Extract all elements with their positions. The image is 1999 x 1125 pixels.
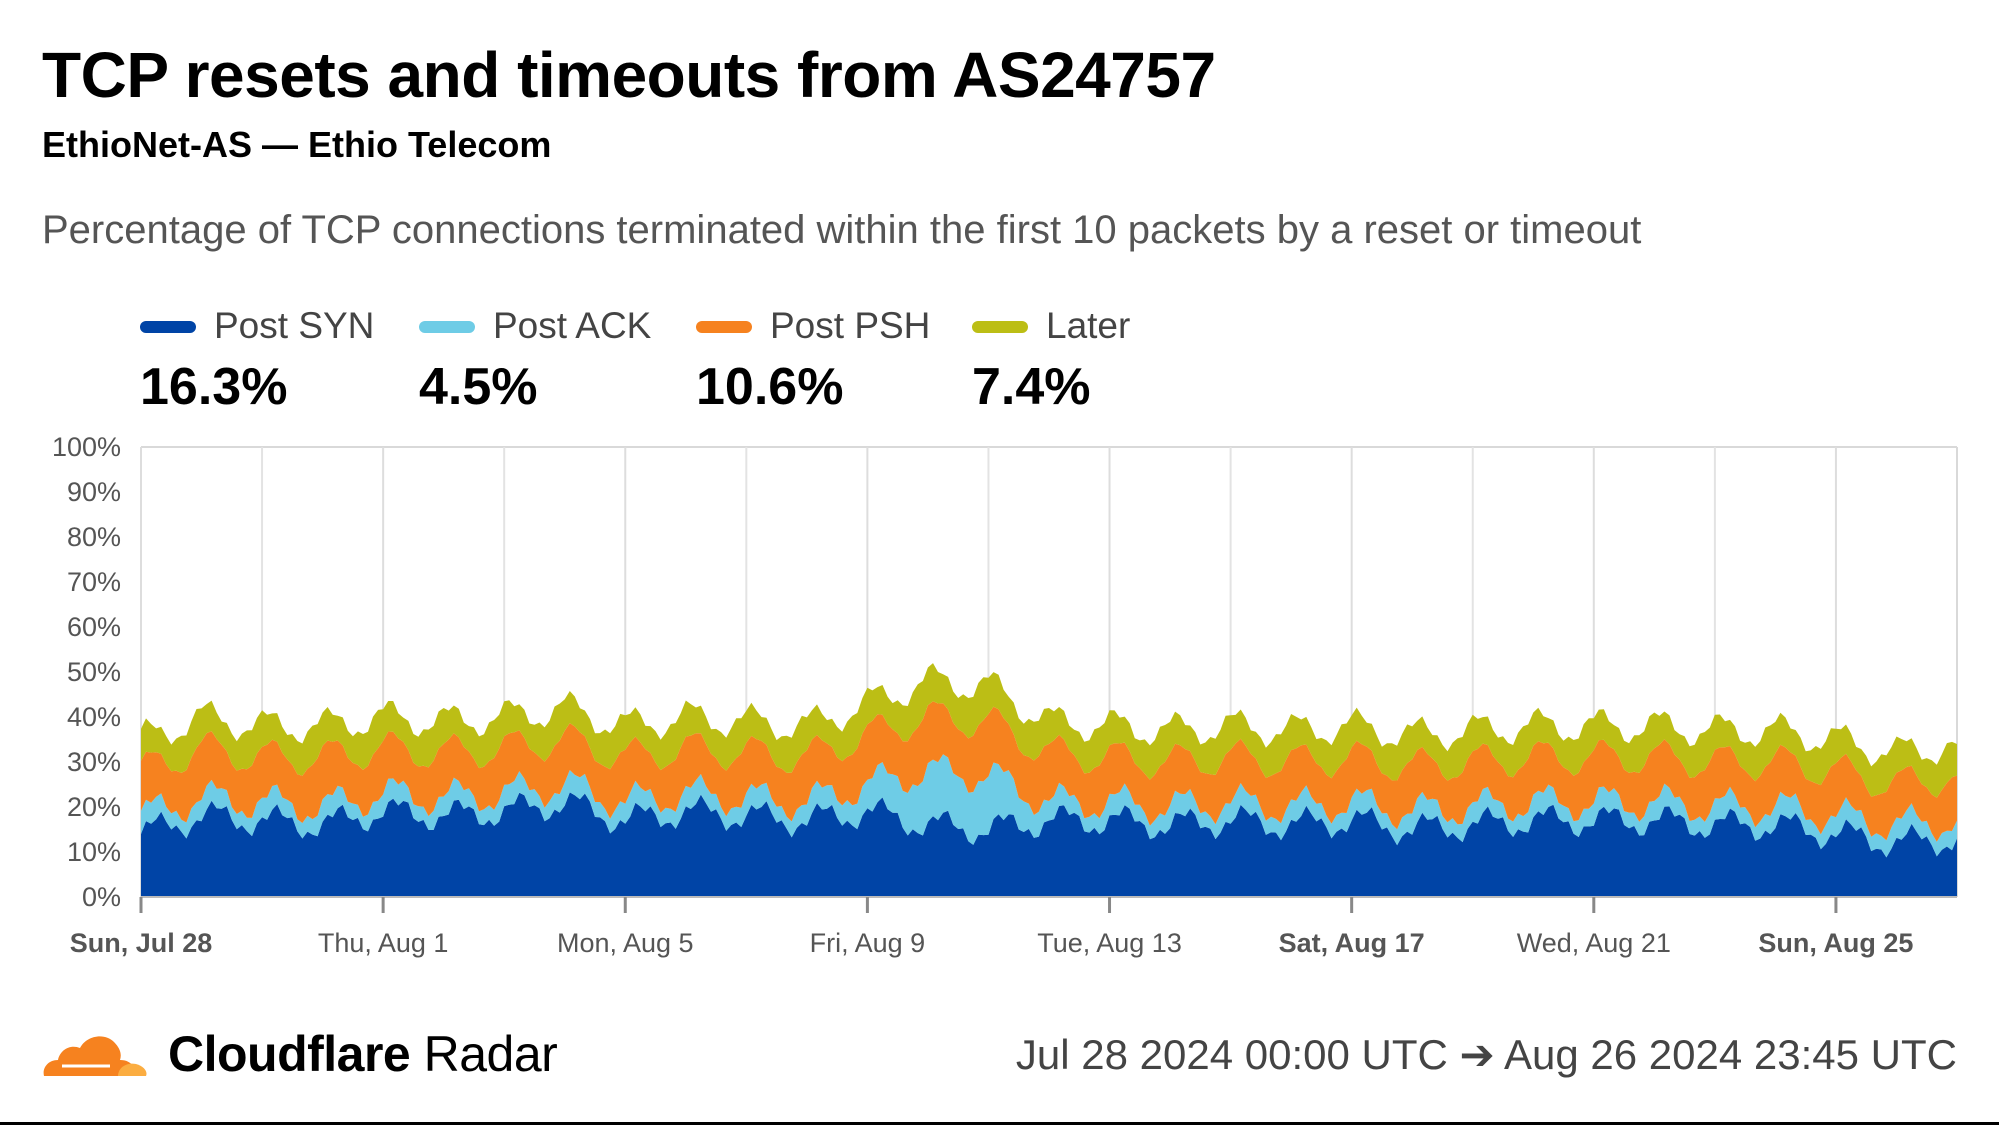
legend-label-later: Later [1046,305,1131,346]
area-series-post-ack [141,754,1957,858]
x-tick-label: Thu, Aug 1 [318,928,449,958]
y-tick-label: 20% [67,792,121,822]
y-tick-label: 10% [67,837,121,867]
y-tick-label: 0% [82,882,121,912]
y-tick-label: 100% [52,432,121,462]
x-tick-label: Mon, Aug 5 [557,928,694,958]
legend-swatch-post-ack [419,321,475,333]
legend-label-post-syn: Post SYN [214,305,375,346]
legend-swatch-post-syn [140,321,196,333]
legend-label-post-psh: Post PSH [770,305,931,346]
area-series-later [141,663,1957,798]
cloudflare-logo-icon [43,1036,147,1076]
x-tick-label: Sat, Aug 17 [1279,928,1425,958]
area-series-post-syn [141,792,1957,897]
chart-description: Percentage of TCP connections terminated… [42,208,1642,252]
legend-value-post-ack: 4.5% [419,358,538,416]
chart-title: TCP resets and timeouts from AS24757 [42,39,1216,111]
x-tick-label: Fri, Aug 9 [810,928,926,958]
y-tick-label: 60% [67,612,121,642]
bottom-border [0,1122,1999,1125]
legend-swatch-later [972,321,1028,333]
y-tick-label: 80% [67,522,121,552]
x-tick-label: Sun, Jul 28 [70,928,213,958]
x-tick-label: Tue, Aug 13 [1037,928,1182,958]
legend-label-post-ack: Post ACK [493,305,652,346]
brand-bold-text: Cloudflare [168,1026,411,1082]
brand-light-text: Radar [410,1026,558,1082]
legend-value-post-syn: 16.3% [140,358,288,416]
legend-value-later: 7.4% [972,358,1091,416]
legend-swatch-post-psh [696,321,752,333]
y-tick-label: 50% [67,657,121,687]
chart-subtitle: EthioNet-AS — Ethio Telecom [42,124,552,165]
legend-value-post-psh: 10.6% [696,358,844,416]
area-series-post-psh [141,701,1957,842]
y-tick-label: 70% [67,567,121,597]
x-tick-label: Sun, Aug 25 [1758,928,1913,958]
stacked-area-chart[interactable]: 0% 10% 20% 30% 40% 50% 60% 70% 80% 90% 100% Sun, Ju… [0,420,1999,980]
y-tick-label: 40% [67,702,121,732]
y-tick-label: 90% [67,477,121,507]
x-tick-label: Wed, Aug 21 [1517,928,1671,958]
footer-brand: Cloudflare Radar [168,1025,558,1083]
y-tick-label: 30% [67,747,121,777]
footer-date-range: Jul 28 2024 00:00 UTC ➔ Aug 26 2024 23:4… [1015,1031,1957,1078]
